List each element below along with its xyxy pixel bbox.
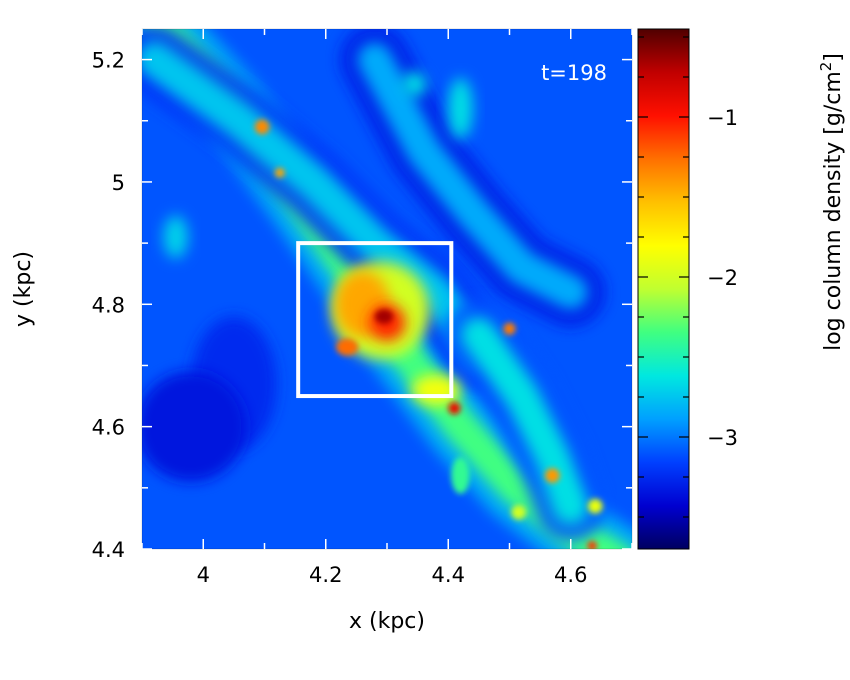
zoom-box	[296, 241, 454, 399]
y-tick-label-2: 4.8	[92, 293, 125, 317]
colorbar	[637, 28, 690, 550]
x-tick-label-2: 4.4	[432, 563, 465, 587]
density-clump-14	[545, 468, 560, 483]
colorbar-label: log column density [g/cm2]	[817, 53, 846, 351]
density-clump-16	[587, 498, 603, 514]
time-annotation: t=198	[541, 61, 607, 85]
colorbar-tick-label-2: −3	[707, 426, 738, 450]
filament-3	[461, 317, 588, 524]
colorbar-label-superscript: 2	[817, 62, 835, 72]
colorbar-tick-label-0: −1	[707, 106, 738, 130]
density-clump-20	[163, 215, 188, 259]
colorbar-label-text: log column density [g/cm	[821, 71, 846, 351]
tick-labels: 4 4.2 4.4 4.6 4.4 4.6 4.8 5 5.2	[92, 49, 588, 587]
x-tick-label-3: 4.6	[554, 563, 587, 587]
x-axis-label: x (kpc)	[349, 609, 425, 634]
density-features	[142, 29, 632, 549]
filament-1	[142, 42, 496, 371]
density-clump-11	[254, 119, 270, 135]
y-tick-label-3: 5	[112, 171, 125, 195]
density-clump-23	[142, 371, 247, 482]
x-tick-label-1: 4.2	[309, 563, 342, 587]
y-tick-label-4: 5.2	[92, 49, 125, 73]
y-tick-label-0: 4.4	[92, 538, 125, 562]
colorbar-tick-label-1: −2	[707, 266, 738, 290]
density-clump-13	[503, 322, 516, 335]
colorbar-ticks	[638, 36, 689, 518]
density-clump-10	[448, 402, 461, 415]
density-clump-17	[511, 504, 527, 520]
colorbar-label-close: ]	[821, 53, 846, 62]
y-axis-label: y (kpc)	[11, 251, 36, 327]
density-clump-19	[448, 77, 473, 140]
density-clump-7	[374, 309, 394, 324]
colorbar-tick-labels: −1 −2 −3	[707, 106, 738, 450]
density-clump-8	[336, 338, 359, 356]
axis-ticks	[141, 29, 633, 550]
density-clump-18	[402, 71, 427, 97]
density-clump-21	[451, 457, 470, 494]
x-tick-label-0: 4	[197, 563, 210, 587]
density-clump-15	[587, 541, 598, 549]
filament-2	[357, 42, 588, 310]
density-clump-12	[274, 167, 285, 178]
y-tick-label-1: 4.6	[92, 416, 125, 440]
